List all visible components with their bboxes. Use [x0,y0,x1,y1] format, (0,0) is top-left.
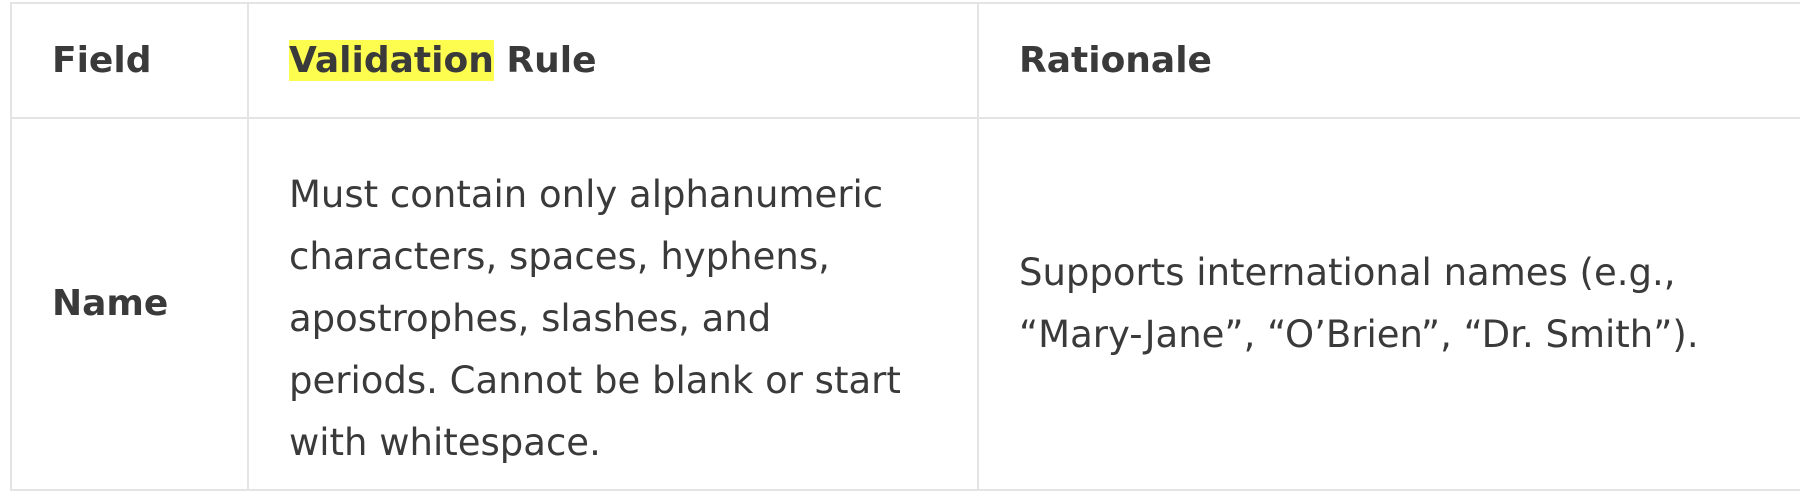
header-rationale: Rationale [977,2,1800,119]
header-validation-rule: Validation Rule [247,2,979,119]
table-header-row: Field Validation Rule Rationale [10,2,1800,119]
rationale-text: Supports international names (e.g., “Mar… [1019,251,1699,356]
header-field: Field [10,2,249,119]
header-rule-rest: Rule [493,40,597,81]
cell-validation-rule: Must contain only alphanumeric character… [247,117,979,491]
cell-field-name: Name [10,117,249,491]
rule-text: Must contain only alphanumeric character… [289,173,901,464]
highlighted-text: Validation [289,40,494,81]
cell-rationale: Supports international names (e.g., “Mar… [977,117,1800,491]
table-row: Name Must contain only alphanumeric char… [10,117,1800,491]
validation-rules-table: Field Validation Rule Rationale Name Mus… [10,2,1800,491]
